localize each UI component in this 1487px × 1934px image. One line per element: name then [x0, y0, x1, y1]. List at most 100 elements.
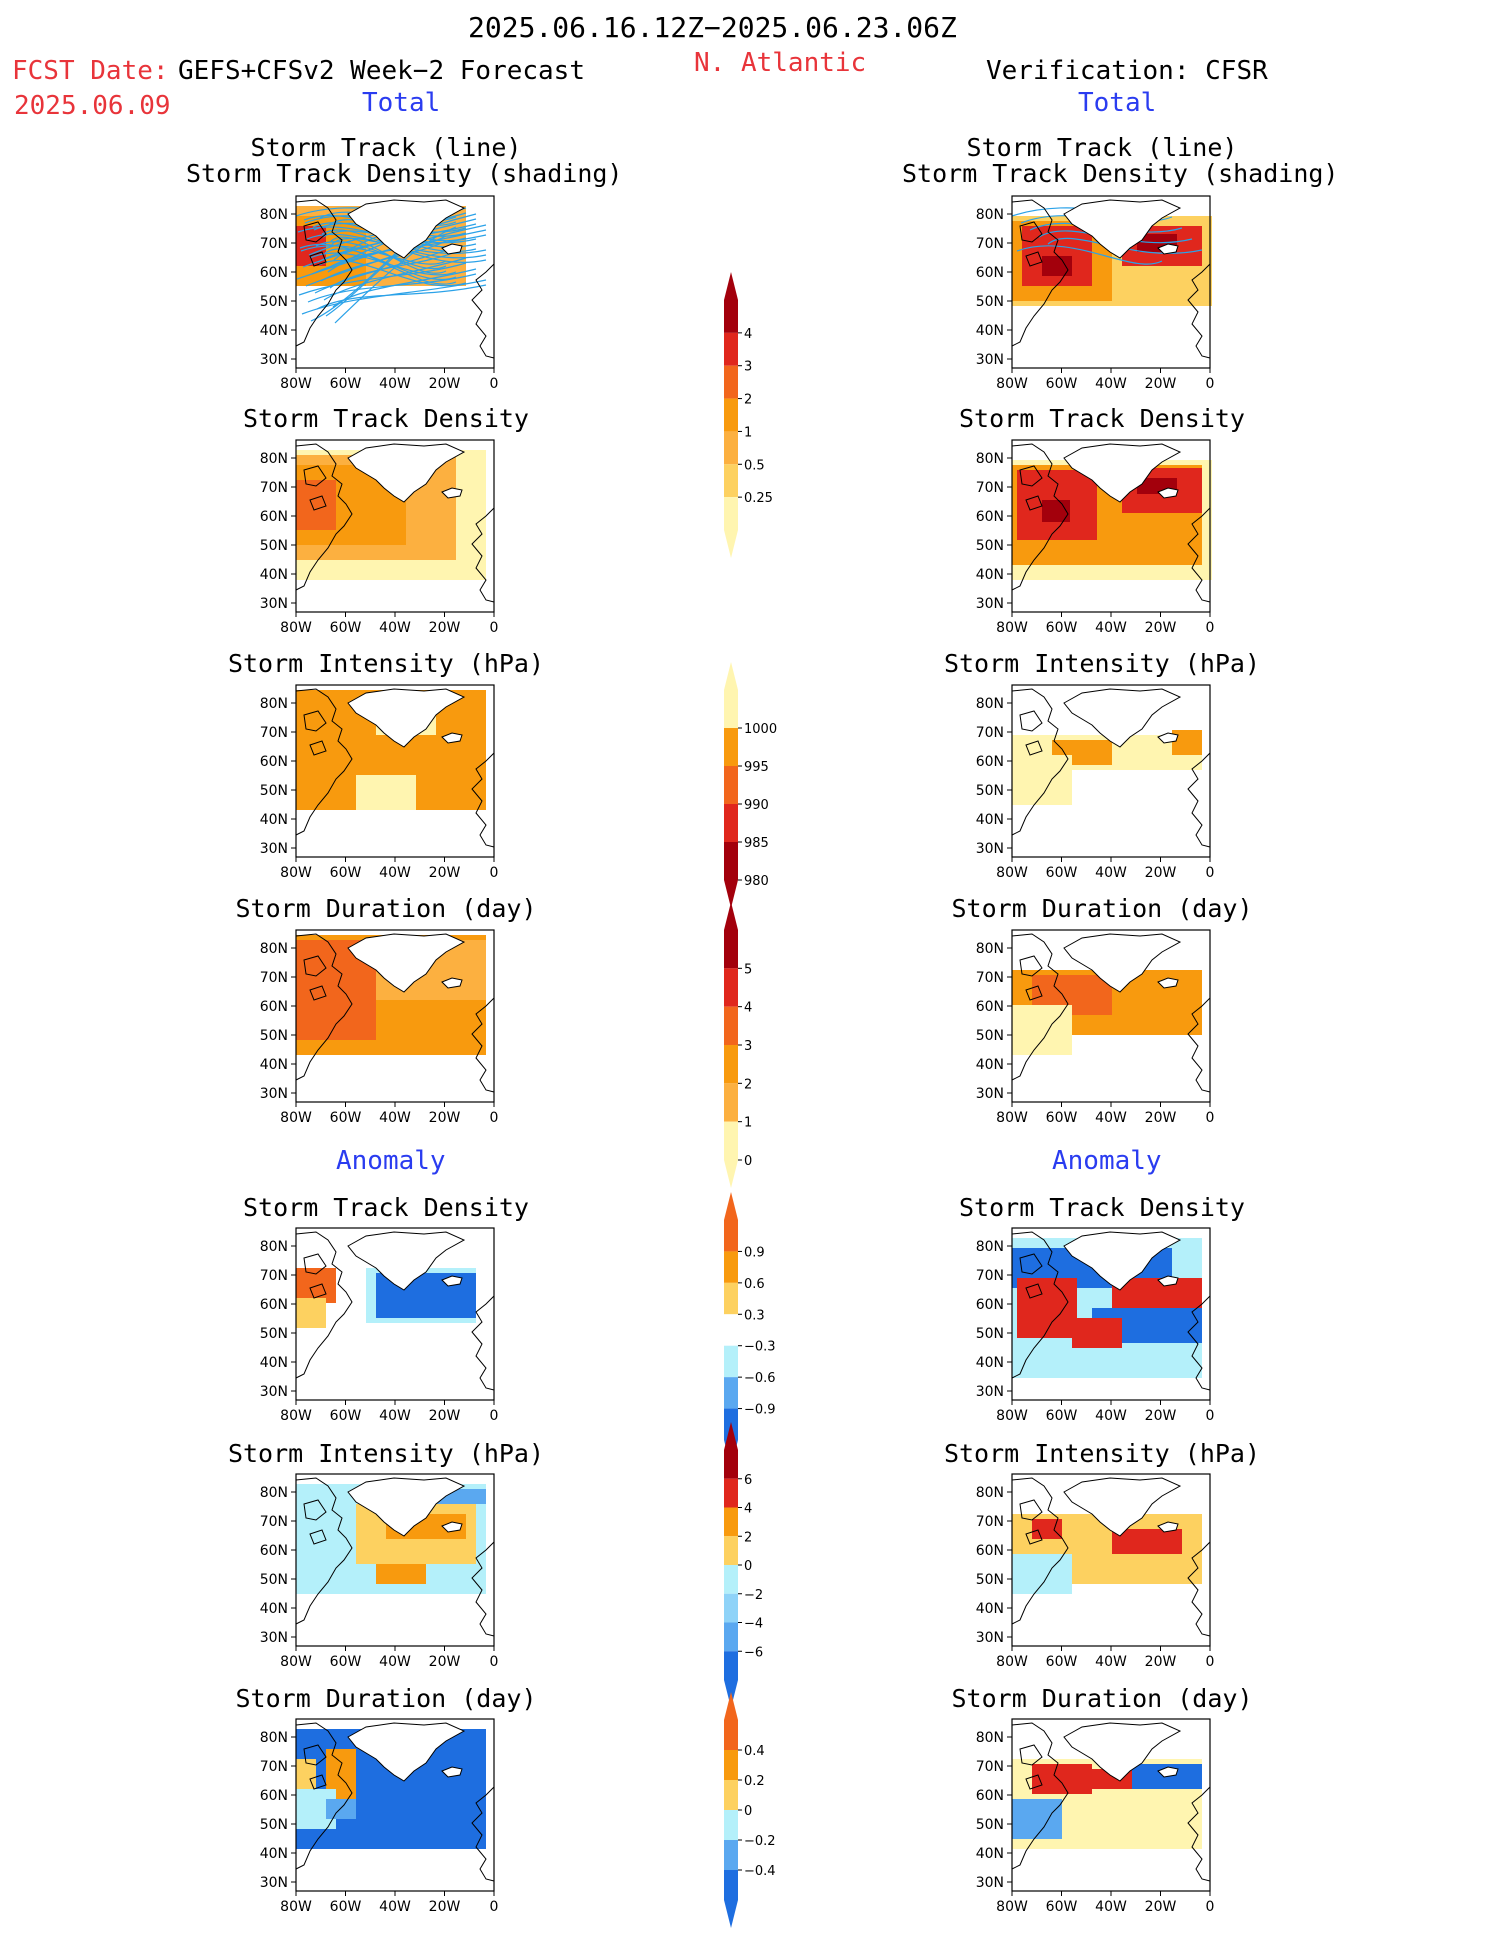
- panel-title-intensity-anom-left: Storm Intensity (hPa): [227, 1439, 545, 1468]
- colorbar-tick-label: −0.6: [744, 1371, 776, 1386]
- lon-tick-label: 60W: [1046, 1110, 1078, 1126]
- colorbar-tick-label: −2: [744, 1588, 763, 1603]
- lon-tick-label: 0: [1206, 1408, 1215, 1424]
- lon-tick-label: 40W: [1095, 376, 1127, 392]
- lon-tick-label: 80W: [996, 1899, 1028, 1915]
- lat-tick-label: 60N: [260, 509, 288, 525]
- lat-tick-label: 60N: [260, 1788, 288, 1804]
- lat-tick-label: 40N: [260, 567, 288, 583]
- lat-tick-label: 80N: [260, 1239, 288, 1255]
- lon-tick-label: 60W: [1046, 1899, 1078, 1915]
- panel-title-duration-right: Storm Duration (day): [951, 894, 1253, 923]
- lon-tick-label: 20W: [429, 865, 461, 881]
- lon-tick-label: 40W: [1095, 1899, 1127, 1915]
- lat-tick-label: 30N: [976, 841, 1004, 857]
- lon-tick-label: 60W: [330, 1899, 362, 1915]
- panel-title-track-line-right: Storm Track (line): [966, 133, 1238, 162]
- lat-tick-label: 60N: [260, 1297, 288, 1313]
- lon-tick-label: 40W: [379, 1899, 411, 1915]
- lon-tick-label: 60W: [330, 865, 362, 881]
- lat-tick-label: 70N: [976, 1759, 1004, 1775]
- colorbar-tick-label: 0.9: [744, 1245, 765, 1260]
- lat-tick-label: 50N: [976, 1326, 1004, 1342]
- lat-tick-label: 40N: [260, 1846, 288, 1862]
- lon-tick-label: 20W: [1145, 1654, 1177, 1670]
- map-panel-track-verification: 80N 70N 60N 50N 40N 30N 80W 60W 40W 20W 0: [966, 195, 1224, 402]
- lon-tick-label: 80W: [280, 1408, 312, 1424]
- lat-tick-label: 50N: [260, 1572, 288, 1588]
- lon-tick-label: 40W: [379, 865, 411, 881]
- lon-tick-label: 20W: [429, 1408, 461, 1424]
- map-panel-density-forecast: 80N 70N 60N 50N 40N 30N 80W 60W 40W 20W 0: [250, 439, 508, 646]
- lat-tick-label: 60N: [976, 509, 1004, 525]
- lat-tick-label: 80N: [976, 696, 1004, 712]
- lat-tick-label: 70N: [976, 480, 1004, 496]
- lat-tick-label: 60N: [976, 1788, 1004, 1804]
- lon-tick-label: 60W: [330, 1654, 362, 1670]
- panel-title-density-left: Storm Track Density: [243, 404, 529, 433]
- lon-tick-label: 0: [490, 1110, 499, 1126]
- lat-tick-label: 50N: [260, 783, 288, 799]
- colorbar-tick-label: 0.6: [744, 1277, 765, 1292]
- colorbar-tick-label: 2: [744, 1077, 752, 1092]
- lon-tick-label: 40W: [379, 1110, 411, 1126]
- lon-tick-label: 0: [490, 1899, 499, 1915]
- colorbar-tick-label: −0.2: [744, 1834, 776, 1849]
- lat-tick-label: 70N: [260, 1268, 288, 1284]
- lat-tick-label: 30N: [976, 1875, 1004, 1891]
- lat-tick-label: 80N: [976, 451, 1004, 467]
- lat-tick-label: 50N: [976, 1572, 1004, 1588]
- lon-tick-label: 60W: [1046, 1654, 1078, 1670]
- lat-tick-label: 50N: [976, 1028, 1004, 1044]
- colorbar-tick-label: 0.3: [744, 1308, 765, 1323]
- panel-title-intensity-right: Storm Intensity (hPa): [943, 649, 1261, 678]
- panel-title-track-shading-right: Storm Track Density (shading): [902, 159, 1339, 188]
- lat-tick-label: 40N: [976, 1601, 1004, 1617]
- lon-tick-label: 20W: [1145, 620, 1177, 636]
- lat-tick-label: 60N: [976, 1543, 1004, 1559]
- lon-tick-label: 0: [490, 865, 499, 881]
- colorbar-tick-label: 990: [744, 798, 769, 813]
- lon-tick-label: 80W: [996, 1408, 1028, 1424]
- colorbar-tick-label: 3: [744, 360, 752, 375]
- colorbar-tick-label: 0.25: [744, 491, 773, 506]
- lat-tick-label: 40N: [260, 812, 288, 828]
- lat-tick-label: 70N: [260, 1759, 288, 1775]
- map-panel-intensity-anom-forecast: 80N 70N 60N 50N 40N 30N 80W 60W 40W 20W 0: [250, 1473, 508, 1680]
- panel-title-intensity-left: Storm Intensity (hPa): [227, 649, 545, 678]
- lon-tick-label: 0: [1206, 1654, 1215, 1670]
- lat-tick-label: 80N: [976, 941, 1004, 957]
- colorbar-tick-label: 3: [744, 1039, 752, 1054]
- colorbar-tick-label: 0: [744, 1559, 752, 1574]
- colorbar-tick-label: 6: [744, 1473, 752, 1488]
- colorbar-tick-label: −0.3: [744, 1340, 776, 1355]
- lat-tick-label: 70N: [976, 725, 1004, 741]
- colorbar-duration: 5 4 3 2 1 0: [720, 900, 790, 1194]
- panel-title-intensity-anom-right: Storm Intensity (hPa): [943, 1439, 1261, 1468]
- colorbar-tick-label: 2: [744, 1530, 752, 1545]
- lon-tick-label: 60W: [330, 1408, 362, 1424]
- verification-label: Verification: CFSR: [986, 56, 1268, 86]
- colorbar-tick-label: 1000: [744, 722, 777, 737]
- date-range-title: 2025.06.16.12Z−2025.06.23.06Z: [468, 11, 957, 44]
- lon-tick-label: 0: [490, 1654, 499, 1670]
- lat-tick-label: 80N: [976, 207, 1004, 223]
- colorbar-tick-label: 985: [744, 836, 769, 851]
- lat-tick-label: 60N: [976, 265, 1004, 281]
- lat-tick-label: 30N: [260, 1875, 288, 1891]
- lat-tick-label: 50N: [976, 538, 1004, 554]
- colorbar-tick-label: 4: [744, 1502, 752, 1517]
- lat-tick-label: 70N: [260, 480, 288, 496]
- lat-tick-label: 50N: [260, 294, 288, 310]
- lat-tick-label: 50N: [260, 538, 288, 554]
- lon-tick-label: 20W: [1145, 1408, 1177, 1424]
- lon-tick-label: 80W: [996, 865, 1028, 881]
- colorbar-tick-label: 0.2: [744, 1774, 765, 1789]
- fcst-model: GEFS+CFSv2 Week−2 Forecast: [178, 56, 585, 86]
- region-label: N. Atlantic: [694, 48, 867, 78]
- fcst-date-label: FCST Date:: [12, 56, 169, 86]
- lat-tick-label: 50N: [976, 783, 1004, 799]
- lat-tick-label: 30N: [976, 596, 1004, 612]
- map-panel-duration-forecast: 80N 70N 60N 50N 40N 30N 80W 60W 40W 20W 0: [250, 929, 508, 1136]
- lon-tick-label: 40W: [379, 1408, 411, 1424]
